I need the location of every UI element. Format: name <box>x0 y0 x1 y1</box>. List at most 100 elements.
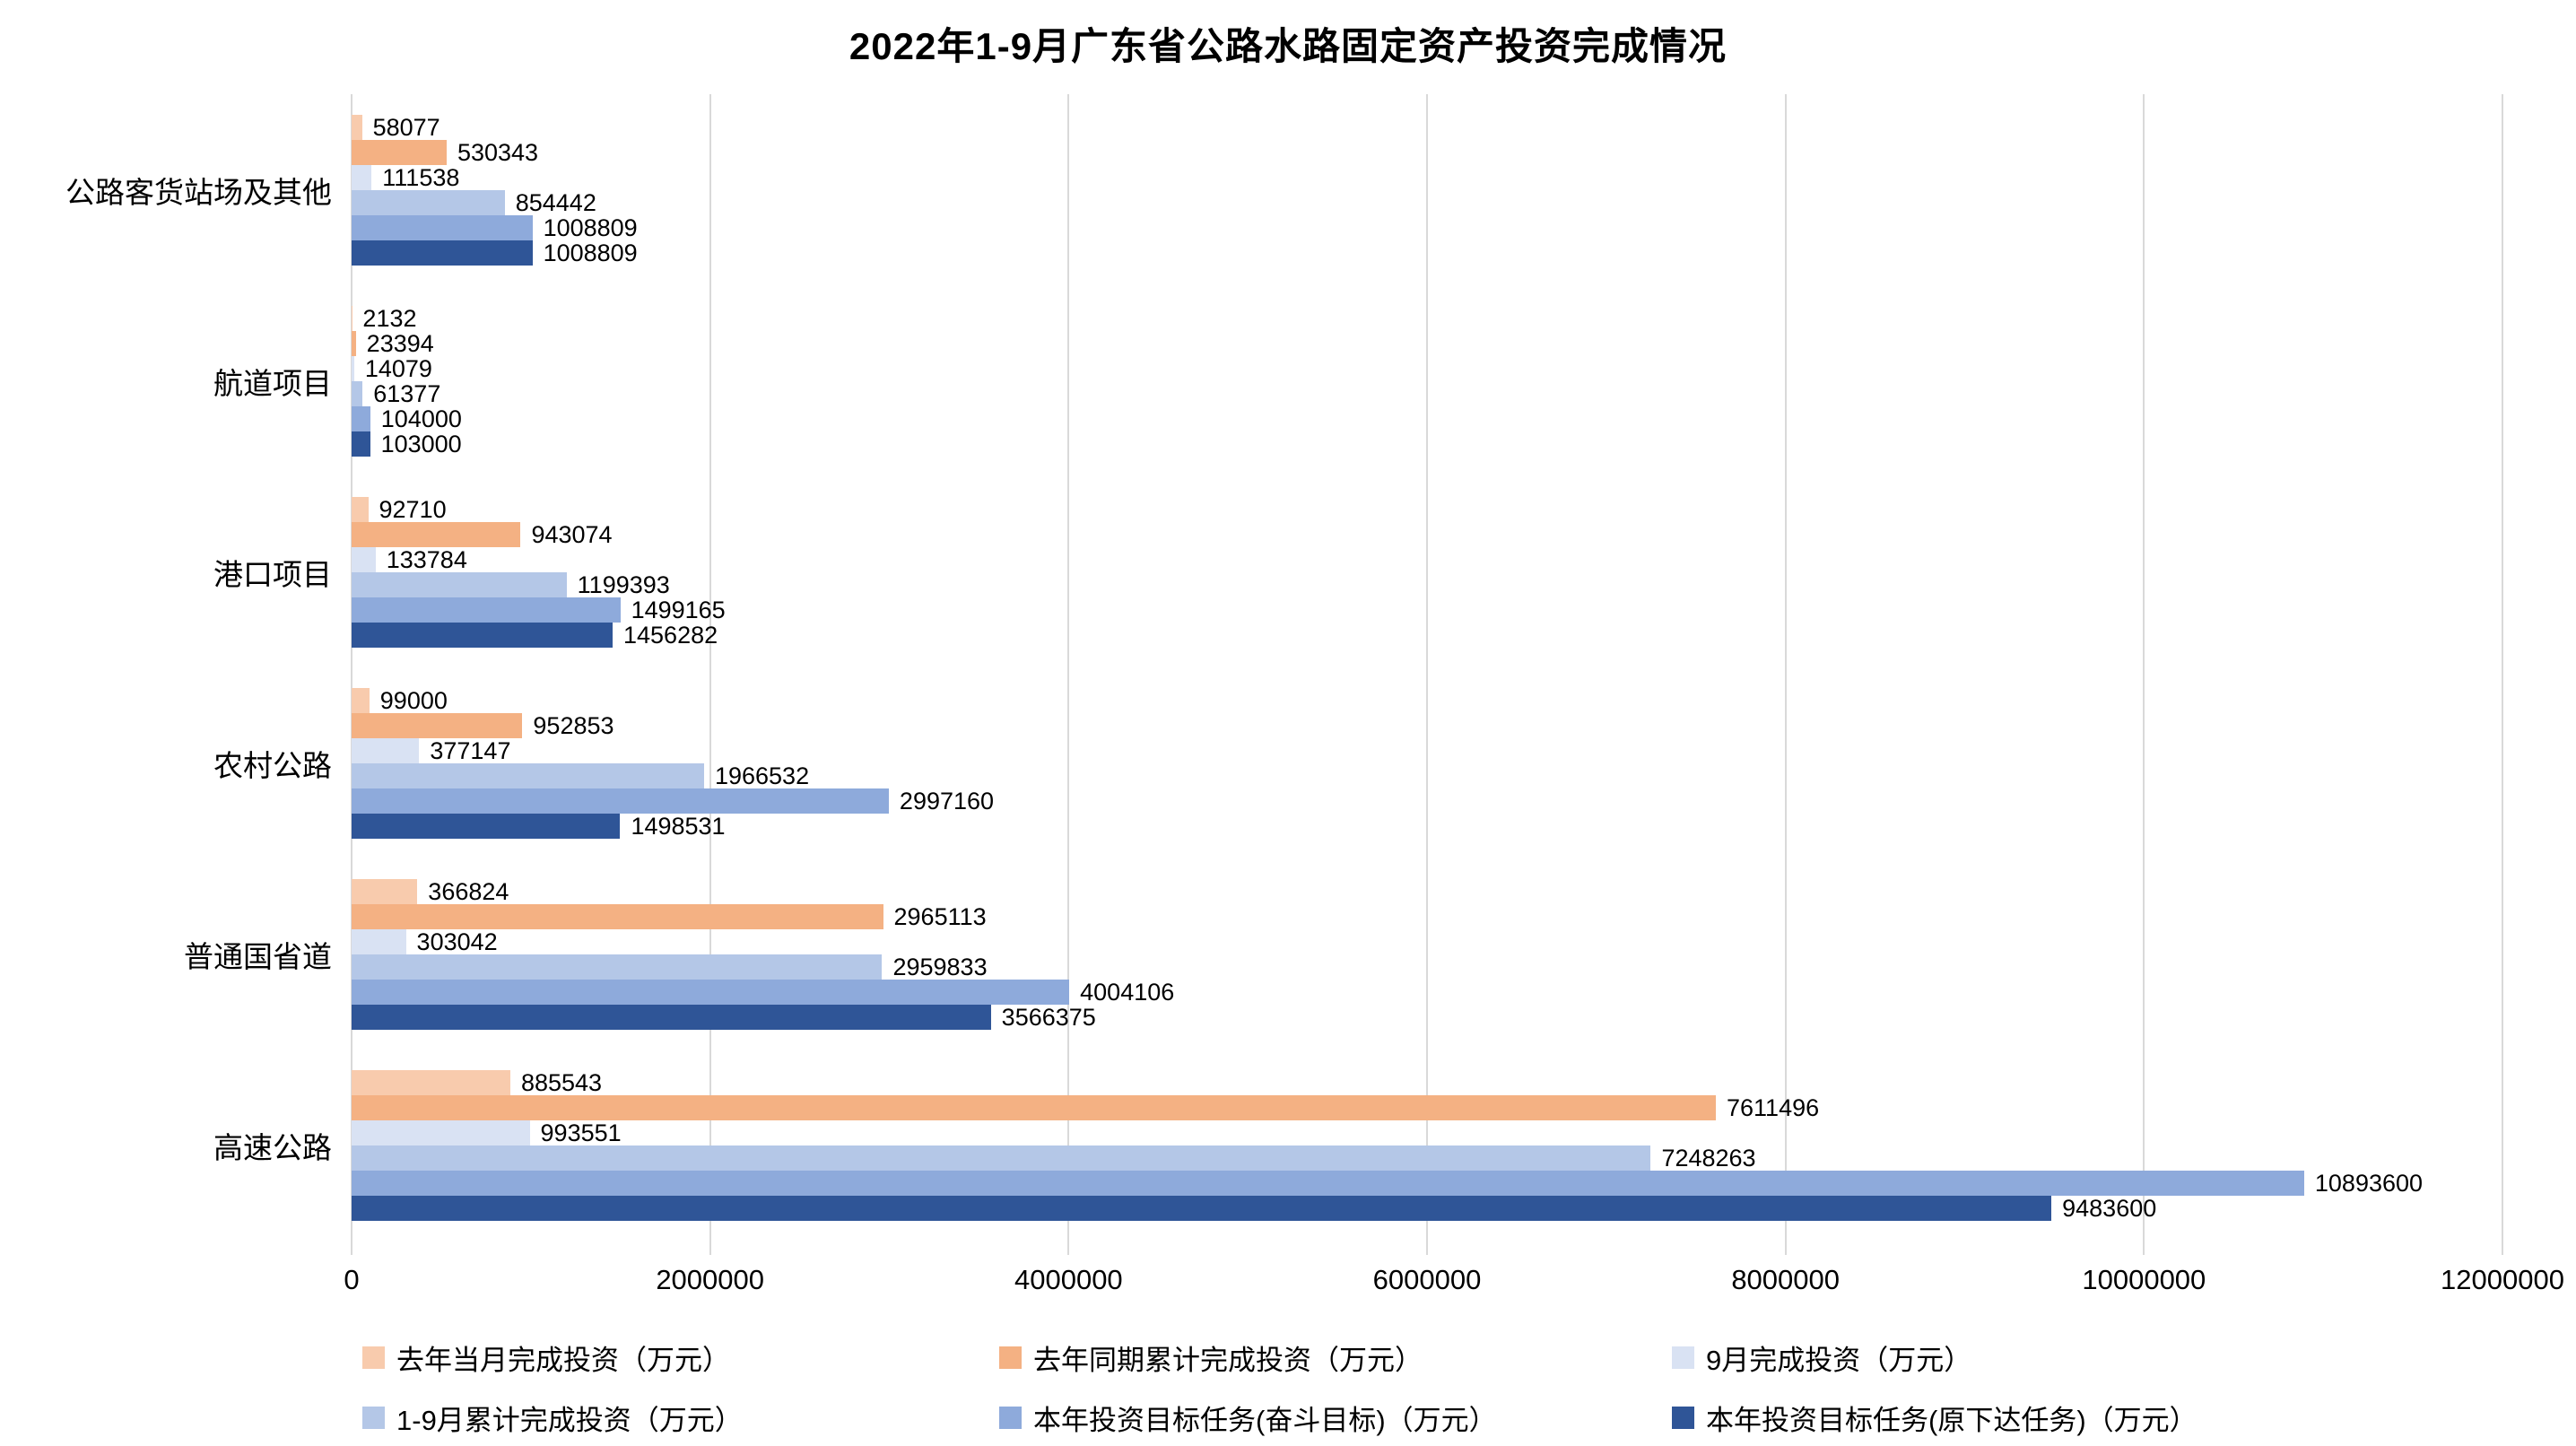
bar-row: 9483600 <box>352 1194 2502 1222</box>
bar <box>352 1170 2304 1196</box>
bar-value-label: 993551 <box>540 1119 622 1146</box>
bar <box>352 687 370 713</box>
bar <box>352 1119 530 1145</box>
bar-value-label: 7248263 <box>1661 1144 1756 1172</box>
bar <box>352 712 523 738</box>
bar-row: 2132 <box>352 305 2502 331</box>
legend-item: 去年当月完成投资（万元） <box>362 1337 999 1378</box>
gridline <box>709 94 711 1255</box>
bar-row: 1456282 <box>352 621 2502 649</box>
bar <box>352 622 613 648</box>
bar-row: 366824 <box>352 877 2502 905</box>
bar-value-label: 133784 <box>386 545 467 573</box>
bar-row: 2959833 <box>352 954 2502 980</box>
x-tick-label: 8000000 <box>1731 1264 1840 1295</box>
bar-value-label: 952853 <box>533 711 614 739</box>
bar-value-label: 1499165 <box>631 596 726 623</box>
bar-row: 61377 <box>352 380 2502 406</box>
x-tick-label: 2000000 <box>656 1264 764 1295</box>
bar-row: 14079 <box>352 355 2502 381</box>
bar-value-label: 366824 <box>428 877 509 905</box>
bar-row: 854442 <box>352 188 2502 216</box>
legend: 去年当月完成投资（万元） 去年同期累计完成投资（万元） 9月完成投资（万元） 1-9月… <box>362 1337 2576 1438</box>
bar-value-label: 103000 <box>380 430 462 457</box>
category-label: 高速公路 <box>213 1130 332 1164</box>
bar-row: 99000 <box>352 686 2502 714</box>
gridline <box>351 94 352 1255</box>
bar <box>352 979 1070 1005</box>
x-tick-label: 10000000 <box>2082 1264 2206 1295</box>
bar <box>352 788 889 814</box>
bar-row: 3566375 <box>352 1004 2502 1030</box>
category-label: 公路客货站场及其他 <box>65 175 332 209</box>
plot-area: 公路客货站场及其他 58077 530343 111538 854442 1008809 1… <box>0 94 2576 1255</box>
bar-value-label: 9483600 <box>2062 1194 2157 1222</box>
bar-row: 1008809 <box>352 240 2502 266</box>
bar <box>352 521 521 547</box>
x-tick-label: 6000000 <box>1372 1264 1482 1295</box>
bar-value-label: 23394 <box>366 329 434 357</box>
bar <box>352 1069 510 1095</box>
bar-row: 2997160 <box>352 788 2502 814</box>
bar-value-label: 943074 <box>531 520 613 548</box>
bar-row: 4004106 <box>352 979 2502 1005</box>
bar-value-label: 10893600 <box>2314 1169 2424 1197</box>
bar <box>352 214 533 240</box>
bar-value-label: 2965113 <box>893 902 987 930</box>
bar-row: 2965113 <box>352 902 2502 930</box>
bar <box>352 878 418 904</box>
bar-value-label: 58077 <box>372 113 440 141</box>
bar-value-label: 1199393 <box>577 571 670 598</box>
bar <box>352 903 883 929</box>
bar <box>352 431 370 457</box>
bar <box>352 380 363 406</box>
legend-swatch <box>999 1407 1022 1429</box>
legend-item: 去年同期累计完成投资（万元） <box>999 1337 1672 1378</box>
bar-row: 303042 <box>352 928 2502 954</box>
x-axis: 0 2000000 4000000 6000000 8000000 10000000 120… <box>344 1255 2564 1307</box>
bar-value-label: 99000 <box>379 686 448 714</box>
legend-item: 本年投资目标任务(奋斗目标)（万元） <box>999 1398 1672 1438</box>
category-group: 航道项目 2132 23394 14079 61377 104000 103000 <box>0 285 2576 476</box>
bar <box>352 737 420 763</box>
bar <box>352 762 704 788</box>
bar-row: 377147 <box>352 737 2502 763</box>
bar <box>352 139 447 165</box>
bar <box>352 189 505 215</box>
category-group: 公路客货站场及其他 58077 530343 111538 854442 1008809 1… <box>0 94 2576 285</box>
bar-value-label: 111538 <box>382 163 460 191</box>
legend-label: 本年投资目标任务(原下达任务)（万元） <box>1706 1405 2197 1436</box>
category-label: 普通国省道 <box>184 939 332 973</box>
legend-item: 本年投资目标任务(原下达任务)（万元） <box>1672 1398 2576 1438</box>
bar-row: 952853 <box>352 711 2502 739</box>
bar-value-label: 1456282 <box>623 621 718 649</box>
bar-row: 993551 <box>352 1119 2502 1146</box>
bar-value-label: 854442 <box>515 188 596 216</box>
category-group: 普通国省道 366824 2965113 303042 2959833 4004106 35… <box>0 858 2576 1050</box>
category-label: 港口项目 <box>213 557 332 591</box>
bar-row: 58077 <box>352 113 2502 141</box>
bar-value-label: 530343 <box>457 138 539 166</box>
legend-label: 9月完成投资（万元） <box>1706 1345 1972 1376</box>
bar-row: 1499165 <box>352 597 2502 623</box>
category-bars: 99000 952853 377147 1966532 2997160 1498531 <box>352 686 2502 839</box>
bar <box>352 597 621 623</box>
bar <box>352 546 376 572</box>
category-bars: 366824 2965113 303042 2959833 4004106 3566375 <box>352 877 2502 1030</box>
bar <box>352 496 369 522</box>
bar <box>352 1094 1717 1120</box>
bar <box>352 330 356 356</box>
bar-row: 7611496 <box>352 1094 2502 1120</box>
grid-layer <box>351 94 2503 1255</box>
legend-swatch <box>1672 1407 1694 1429</box>
gridline <box>1784 94 1787 1255</box>
category-bars: 2132 23394 14079 61377 104000 103000 <box>352 305 2502 457</box>
legend-label: 去年当月完成投资（万元） <box>396 1345 730 1376</box>
bar-row: 7248263 <box>352 1145 2502 1171</box>
bar-row: 530343 <box>352 138 2502 166</box>
gridline <box>2502 94 2503 1255</box>
category-label: 农村公路 <box>213 748 332 782</box>
bar-groups: 公路客货站场及其他 58077 530343 111538 854442 1008809 1… <box>0 94 2576 1241</box>
bar-value-label: 1008809 <box>543 213 638 241</box>
